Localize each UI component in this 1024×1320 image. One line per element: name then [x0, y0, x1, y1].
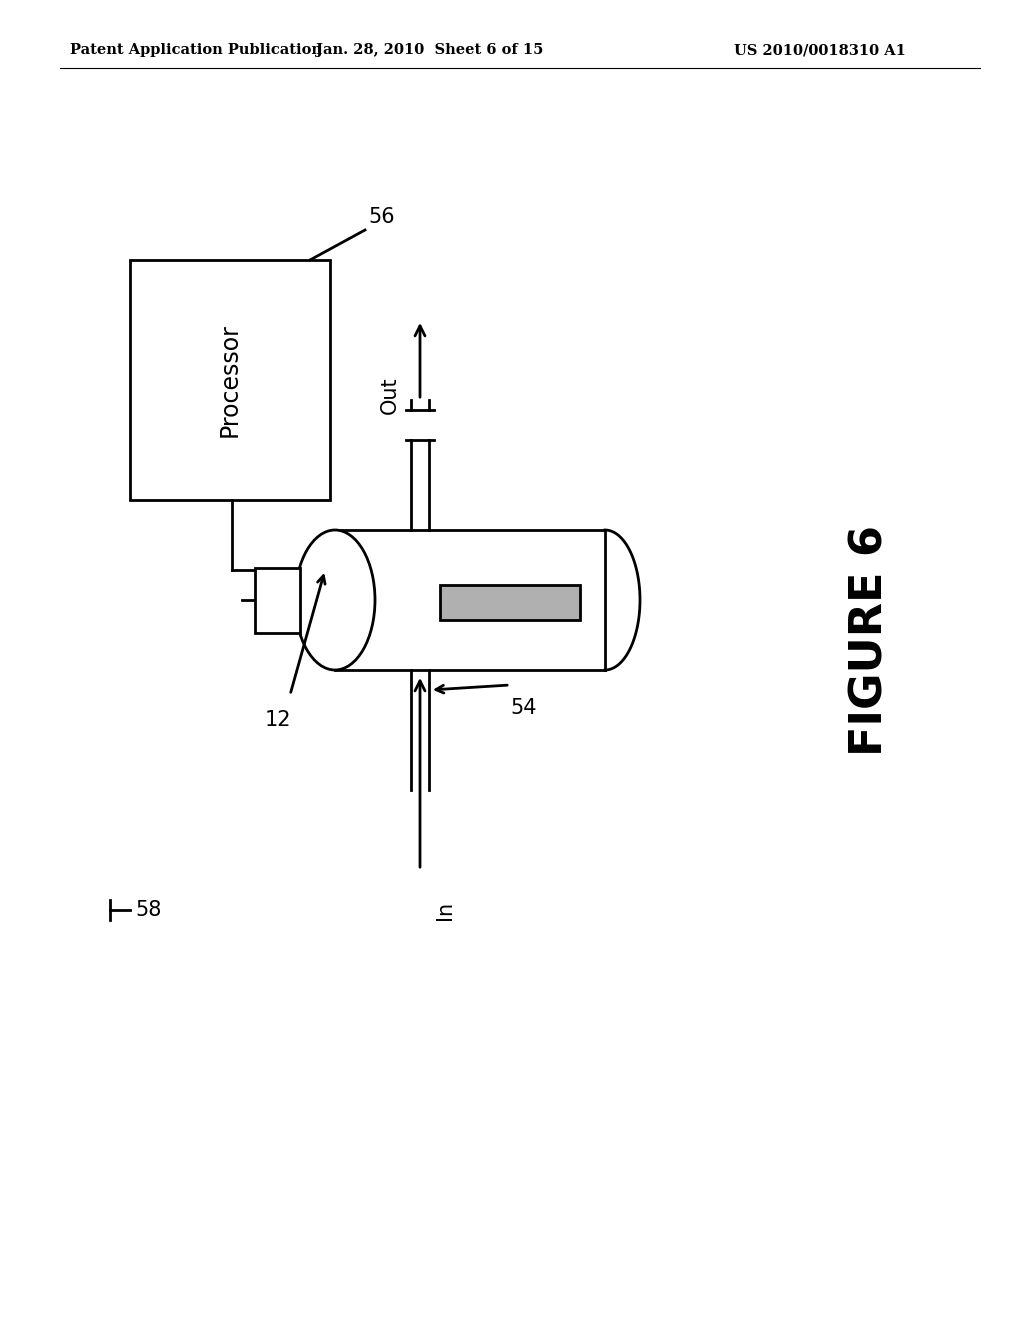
Text: 12: 12 — [265, 710, 292, 730]
Text: Patent Application Publication: Patent Application Publication — [70, 44, 322, 57]
Ellipse shape — [295, 531, 375, 671]
Text: Out: Out — [380, 376, 400, 413]
Text: 54: 54 — [510, 698, 537, 718]
Bar — [440, 585, 580, 620]
Bar — [130, 260, 330, 500]
Text: US 2010/0018310 A1: US 2010/0018310 A1 — [734, 44, 906, 57]
Text: 56: 56 — [368, 207, 394, 227]
Text: Processor: Processor — [218, 323, 242, 437]
Text: Jan. 28, 2010  Sheet 6 of 15: Jan. 28, 2010 Sheet 6 of 15 — [316, 44, 544, 57]
Text: 58: 58 — [135, 900, 162, 920]
Bar — [255, 568, 300, 632]
Text: FIGURE 6: FIGURE 6 — [849, 524, 892, 755]
Text: In: In — [435, 900, 455, 920]
